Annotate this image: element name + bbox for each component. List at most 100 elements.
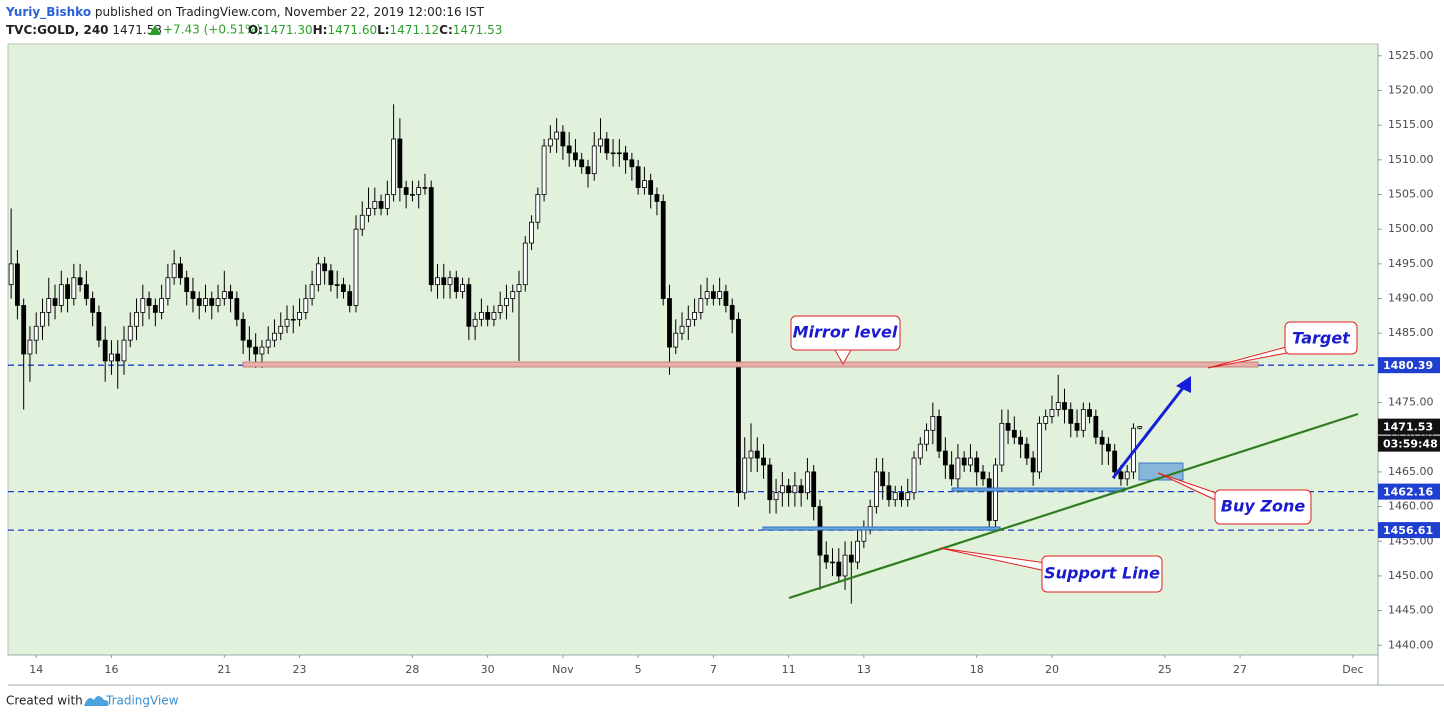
support-line [788,412,1359,600]
candle-body [52,298,58,306]
y-tick-label: 1495.00 [1388,257,1434,270]
candle-body [272,332,277,341]
candle-body [673,332,679,348]
candle-body [836,561,842,577]
candle-body [748,450,754,459]
candle-body [1124,471,1130,480]
candle-body [692,311,697,320]
candle-body [65,284,70,299]
candle-body [529,221,534,244]
x-tick-label: 20 [1045,663,1059,676]
symbol: TVC:GOLD, 240 [6,23,109,37]
candle-body [873,471,879,507]
last-price-label: 1471.53 [1383,421,1433,434]
candle-body [541,145,547,195]
candle-body [265,339,271,348]
candle-body [71,277,77,299]
candle-body [679,325,685,334]
candle-body [629,159,635,168]
candle-body [472,318,478,327]
candle-body [221,291,227,299]
arrow [1111,383,1188,479]
candle-body [742,457,748,494]
ohlc-label: C: [439,23,453,37]
candle-body [121,339,127,362]
candle-body [1024,443,1030,459]
countdown: 03:59:48 [1383,438,1438,451]
candle-body [1037,422,1042,473]
candle-body [410,194,415,196]
candle-body [698,298,704,313]
header-line: TVC:GOLD, 240 1471.53 [6,23,162,37]
candle-body [259,346,265,355]
candle-body [685,318,691,327]
candle-body [416,187,422,195]
candle-body [579,159,585,168]
candle-body [823,554,829,563]
candle-body [146,298,152,306]
countdown-box [1378,435,1440,452]
ohlc-label: O: [248,23,263,37]
candle-body [397,138,403,188]
candle-body [209,298,215,306]
candle-body [522,242,528,286]
x-tick-label: 23 [293,663,307,676]
candle-body [422,187,428,189]
candle-body [159,298,165,313]
zone-line [951,487,1126,492]
candle-body [290,318,296,321]
y-tick-label: 1440.00 [1388,638,1434,651]
level-label: 1462.16 [1383,486,1433,499]
change: +7.43 (+0.51%) [163,23,261,37]
level-label: 1480.39 [1383,359,1433,372]
candle-body [127,325,133,341]
candle-body [899,492,904,501]
candle-body [83,284,89,299]
candle-body [930,416,936,431]
candle-body [491,311,497,320]
last-price-box [1378,418,1440,435]
level-label-box [1378,483,1440,500]
candle-body [585,166,591,175]
callout [1041,555,1163,593]
candle-body [115,353,121,362]
candle-body [58,284,64,306]
candle-body [510,291,516,299]
candle-body [786,485,792,494]
candle-body [717,291,723,299]
last-price: 1471.53 [112,23,162,37]
x-tick-label: Dec [1342,663,1363,676]
candle-body [667,298,672,348]
candle-body [372,201,378,209]
candle-body [184,277,190,292]
candle-body [215,298,221,306]
ohlc-value: 1471.53 [453,23,503,37]
x-tick-label: 7 [710,663,717,676]
candle-body [366,207,371,216]
candle-body [867,506,873,528]
candle-body [1087,409,1092,417]
candle-body [90,298,96,313]
candle-body [917,443,923,459]
candle-body [616,152,622,155]
candle-body [171,263,177,279]
candle-body [961,457,967,466]
arrow-head [1176,376,1191,393]
candle-body [21,305,27,355]
ohlc-value: 1471.60 [327,23,377,37]
candle-body [566,145,572,154]
level-label-box [1378,522,1440,539]
candle-body [196,298,202,306]
candle-body [96,311,102,341]
ohlc-value: 1471.30 [263,23,313,37]
candle-body [635,166,641,188]
candle-body [547,138,553,147]
candle-body [403,187,409,195]
candle-body [955,457,961,480]
up-arrow [149,25,161,35]
candle-body [391,138,397,195]
annotation: Support Line [1044,564,1160,583]
candle-body [27,339,33,355]
candle-body [134,311,139,327]
